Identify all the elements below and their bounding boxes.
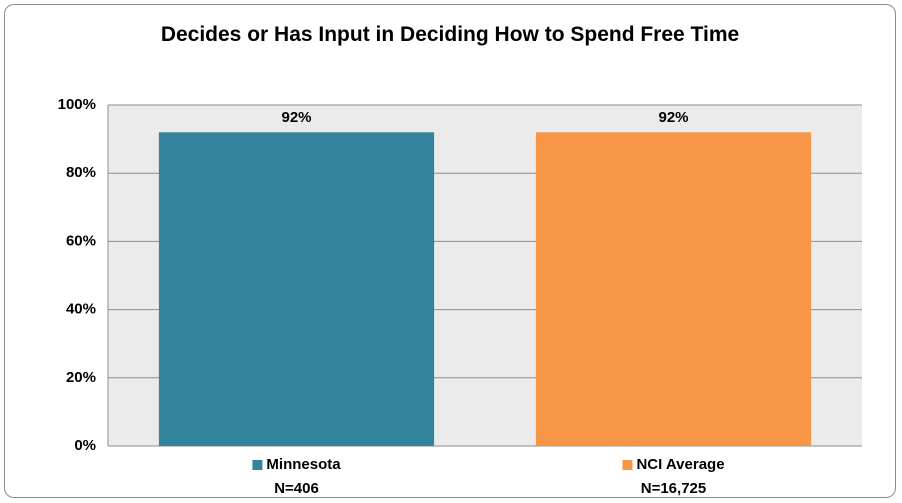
y-tick-label: 100%	[58, 96, 96, 113]
data-label: 92%	[281, 109, 311, 126]
x-tick-label: NCI Average	[636, 456, 724, 473]
x-tick-label: Minnesota	[266, 456, 341, 473]
x-tick-note: N=16,725	[641, 480, 706, 497]
y-tick-label: 20%	[66, 369, 96, 386]
y-tick-label: 60%	[66, 232, 96, 249]
chart-title: Decides or Has Input in Deciding How to …	[160, 23, 740, 46]
legend-swatch	[252, 460, 263, 470]
y-tick-label: 80%	[66, 164, 96, 181]
bar	[535, 132, 812, 446]
y-tick-label: 40%	[66, 301, 96, 318]
legend-swatch	[622, 460, 633, 470]
y-tick-label: 0%	[74, 437, 96, 454]
bar	[158, 132, 435, 446]
x-tick-note: N=406	[274, 480, 319, 497]
chart-frame	[4, 4, 896, 498]
data-label: 92%	[658, 109, 688, 126]
